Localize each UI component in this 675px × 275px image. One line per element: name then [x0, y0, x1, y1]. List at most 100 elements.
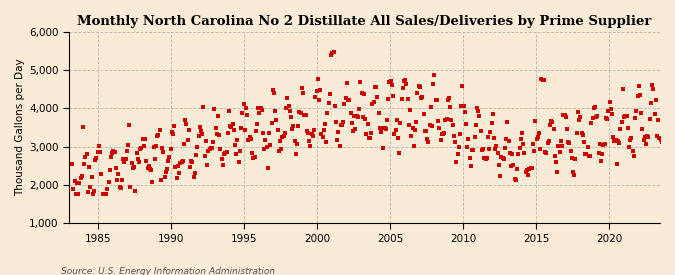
Point	[578, 140, 589, 145]
Point	[581, 152, 592, 156]
Point	[381, 118, 392, 123]
Point	[337, 122, 348, 127]
Point	[458, 104, 469, 108]
Point	[533, 135, 543, 139]
Point	[575, 115, 586, 119]
Point	[369, 100, 379, 104]
Point	[348, 129, 358, 133]
Point	[641, 142, 651, 146]
Point	[223, 109, 234, 113]
Point	[576, 131, 587, 136]
Point	[148, 145, 159, 149]
Point	[170, 164, 181, 169]
Point	[265, 143, 275, 147]
Point	[493, 163, 504, 167]
Point	[628, 154, 639, 159]
Point	[108, 149, 119, 154]
Point	[204, 147, 215, 152]
Point	[483, 134, 493, 139]
Point	[651, 134, 662, 138]
Point	[619, 114, 630, 119]
Point	[173, 163, 184, 168]
Point	[246, 150, 257, 155]
Point	[448, 134, 459, 139]
Point	[141, 159, 152, 164]
Point	[520, 170, 531, 174]
Point	[434, 126, 445, 130]
Point	[428, 81, 439, 86]
Point	[199, 154, 210, 158]
Point	[78, 125, 88, 130]
Point	[556, 139, 566, 144]
Point	[627, 149, 638, 154]
Point	[317, 134, 328, 139]
Point	[495, 174, 506, 178]
Point	[266, 121, 277, 125]
Point	[448, 123, 458, 128]
Point	[202, 163, 213, 167]
Point	[350, 127, 361, 131]
Point	[553, 144, 564, 148]
Point	[135, 147, 146, 152]
Point	[655, 138, 666, 142]
Point	[648, 87, 659, 91]
Point	[425, 105, 436, 109]
Point	[398, 85, 408, 90]
Point	[334, 144, 345, 148]
Point	[441, 117, 452, 122]
Point	[529, 149, 539, 153]
Point	[90, 158, 101, 162]
Point	[485, 129, 495, 134]
Point	[163, 158, 173, 163]
Point	[182, 138, 193, 142]
Point	[101, 192, 111, 197]
Point	[496, 155, 507, 160]
Point	[633, 83, 644, 88]
Point	[186, 159, 196, 163]
Point	[410, 128, 421, 132]
Point	[296, 86, 307, 90]
Point	[155, 128, 165, 133]
Point	[547, 120, 558, 124]
Point	[267, 88, 278, 93]
Point	[566, 156, 577, 161]
Point	[283, 104, 294, 108]
Point	[273, 149, 284, 153]
Point	[246, 137, 256, 141]
Point	[179, 142, 190, 147]
Point	[344, 98, 355, 103]
Point	[248, 156, 259, 160]
Point	[392, 118, 402, 122]
Point	[122, 148, 132, 153]
Point	[405, 108, 416, 112]
Point	[205, 146, 216, 150]
Point	[217, 163, 228, 167]
Point	[185, 164, 196, 169]
Point	[595, 159, 606, 164]
Point	[638, 138, 649, 142]
Point	[558, 113, 569, 117]
Point	[203, 149, 214, 153]
Point	[250, 129, 261, 133]
Point	[149, 157, 160, 161]
Point	[342, 81, 352, 85]
Point	[277, 135, 288, 140]
Point	[161, 169, 171, 174]
Point	[564, 141, 575, 145]
Point	[577, 133, 588, 137]
Point	[466, 164, 477, 169]
Point	[411, 120, 422, 125]
Point	[585, 154, 595, 158]
Point	[513, 152, 524, 156]
Point	[91, 156, 102, 160]
Point	[571, 131, 582, 135]
Point	[565, 148, 576, 153]
Point	[615, 127, 626, 132]
Point	[211, 131, 222, 136]
Point	[113, 171, 124, 176]
Point	[313, 76, 323, 81]
Point	[111, 178, 122, 182]
Point	[369, 85, 380, 89]
Point	[592, 114, 603, 118]
Point	[240, 106, 251, 110]
